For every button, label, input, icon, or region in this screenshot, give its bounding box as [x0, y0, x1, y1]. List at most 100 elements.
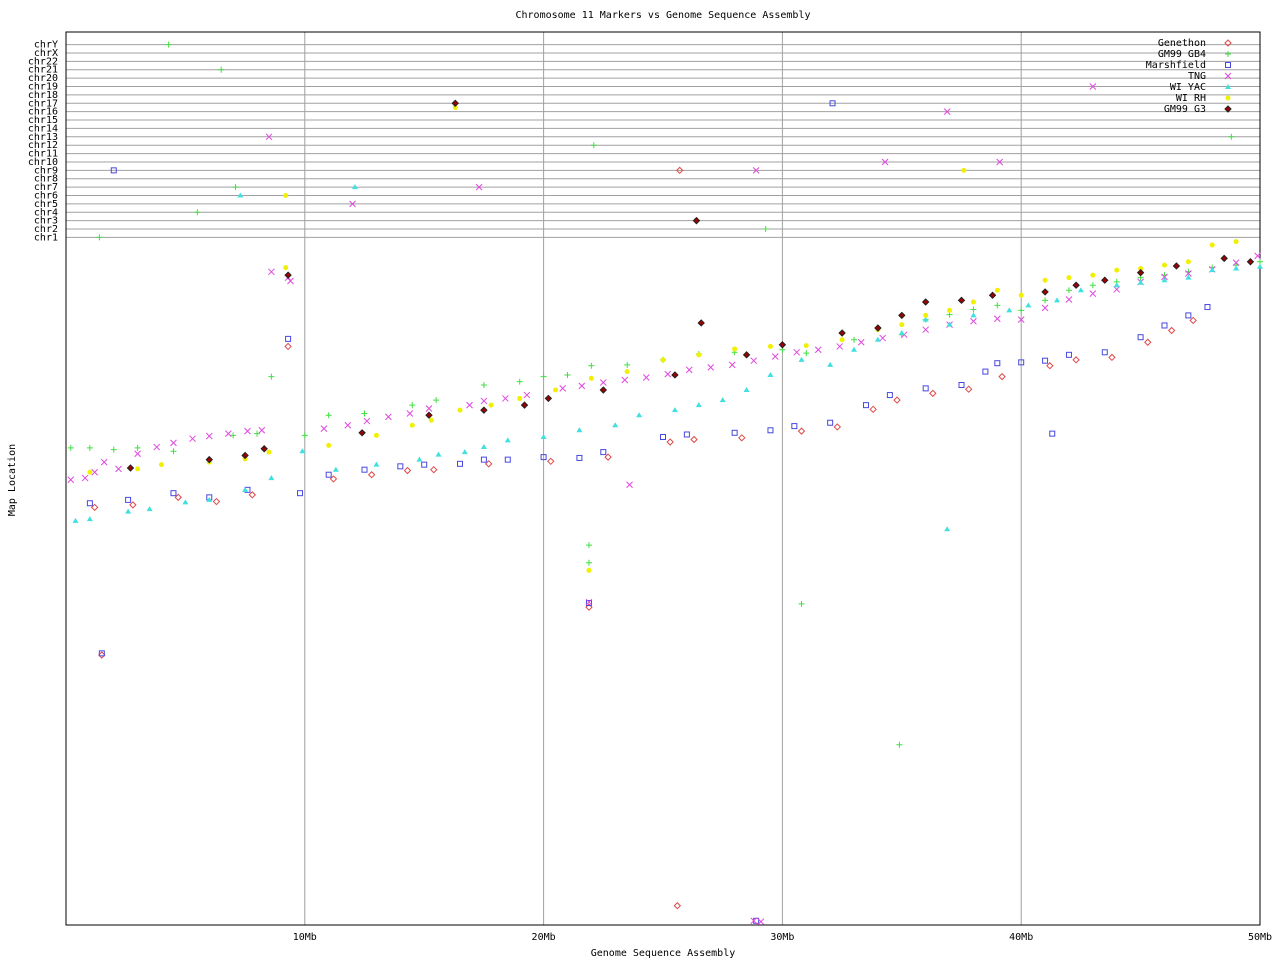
marker [517, 395, 523, 401]
marker [743, 387, 750, 393]
marker [671, 371, 679, 379]
marker [946, 321, 953, 327]
marker [600, 449, 607, 456]
marker [742, 351, 751, 359]
marker [332, 466, 339, 472]
x-tick-label: 50Mb [1248, 932, 1272, 943]
marker [81, 474, 89, 482]
marker [683, 431, 690, 438]
marker [480, 382, 487, 389]
y-tick-label: chr4 [34, 207, 58, 218]
y-tick-label: chr7 [34, 182, 58, 193]
marker [165, 41, 172, 48]
marker [957, 296, 966, 305]
marker [218, 66, 225, 73]
marker [970, 306, 977, 313]
marker [1172, 262, 1181, 270]
y-tick-label: chr11 [28, 149, 58, 160]
y-tick-label: chr9 [34, 165, 58, 176]
marker [576, 454, 583, 461]
marker [153, 443, 161, 451]
marker [1136, 268, 1145, 277]
marker [922, 385, 929, 392]
marker [585, 600, 592, 607]
grid [66, 32, 1261, 925]
marker [1089, 83, 1097, 90]
marker [466, 401, 473, 409]
marker [1209, 242, 1215, 248]
y-tick-label: chr20 [28, 73, 58, 84]
marker [588, 375, 594, 381]
marker [299, 448, 306, 454]
marker [998, 372, 1006, 381]
marker [993, 315, 1001, 323]
marker [232, 184, 239, 191]
marker [642, 374, 650, 381]
marker [134, 450, 141, 458]
marker [287, 277, 294, 285]
marker [578, 382, 586, 390]
marker [428, 417, 434, 423]
marker [406, 410, 414, 417]
marker [803, 343, 809, 349]
marker [115, 465, 122, 473]
marker [86, 444, 93, 451]
marker [516, 378, 523, 385]
marker [544, 394, 553, 403]
marker [588, 362, 595, 369]
marker [72, 517, 79, 523]
marker [430, 465, 438, 474]
marker [1225, 62, 1231, 68]
marker [1225, 51, 1231, 57]
marker [771, 353, 779, 360]
marker [624, 369, 630, 375]
marker [814, 346, 822, 354]
marker [947, 307, 953, 313]
marker [836, 343, 844, 350]
marker [283, 265, 289, 271]
marker [266, 449, 272, 455]
y-tick-label: chrY [34, 40, 58, 51]
marker [576, 427, 583, 433]
marker [731, 429, 738, 436]
marker [1137, 334, 1144, 341]
marker [585, 603, 593, 611]
y-tick-label: chr17 [28, 98, 58, 109]
marker [1089, 282, 1096, 289]
marker [626, 481, 633, 489]
marker [778, 341, 787, 349]
marker [585, 598, 593, 606]
marker [504, 456, 511, 463]
marker [988, 291, 997, 299]
marker [475, 183, 483, 191]
marker [1072, 281, 1080, 289]
marker [833, 423, 842, 431]
marker [553, 387, 559, 393]
marker [452, 104, 458, 110]
marker [1042, 297, 1049, 304]
marker [125, 496, 132, 503]
marker [886, 392, 893, 399]
marker [96, 234, 103, 241]
y-tick-label: chr8 [34, 174, 58, 185]
marker [547, 457, 555, 466]
marker [1042, 357, 1049, 364]
marker [898, 330, 905, 336]
labels: Chromosome 11 Markers vs Genome Sequence… [7, 10, 1272, 959]
marker [205, 432, 213, 440]
marker [189, 435, 196, 443]
marker [1006, 307, 1013, 313]
marker [1233, 265, 1240, 271]
marker [829, 100, 836, 107]
marker [397, 463, 404, 470]
marker [174, 493, 182, 502]
y-axis-label: Map Location [7, 444, 18, 516]
marker [244, 427, 251, 435]
marker [403, 466, 412, 475]
data-marks [67, 41, 1263, 925]
marker [921, 298, 930, 306]
marker [839, 337, 845, 343]
marker [869, 405, 877, 414]
marker [502, 395, 509, 402]
